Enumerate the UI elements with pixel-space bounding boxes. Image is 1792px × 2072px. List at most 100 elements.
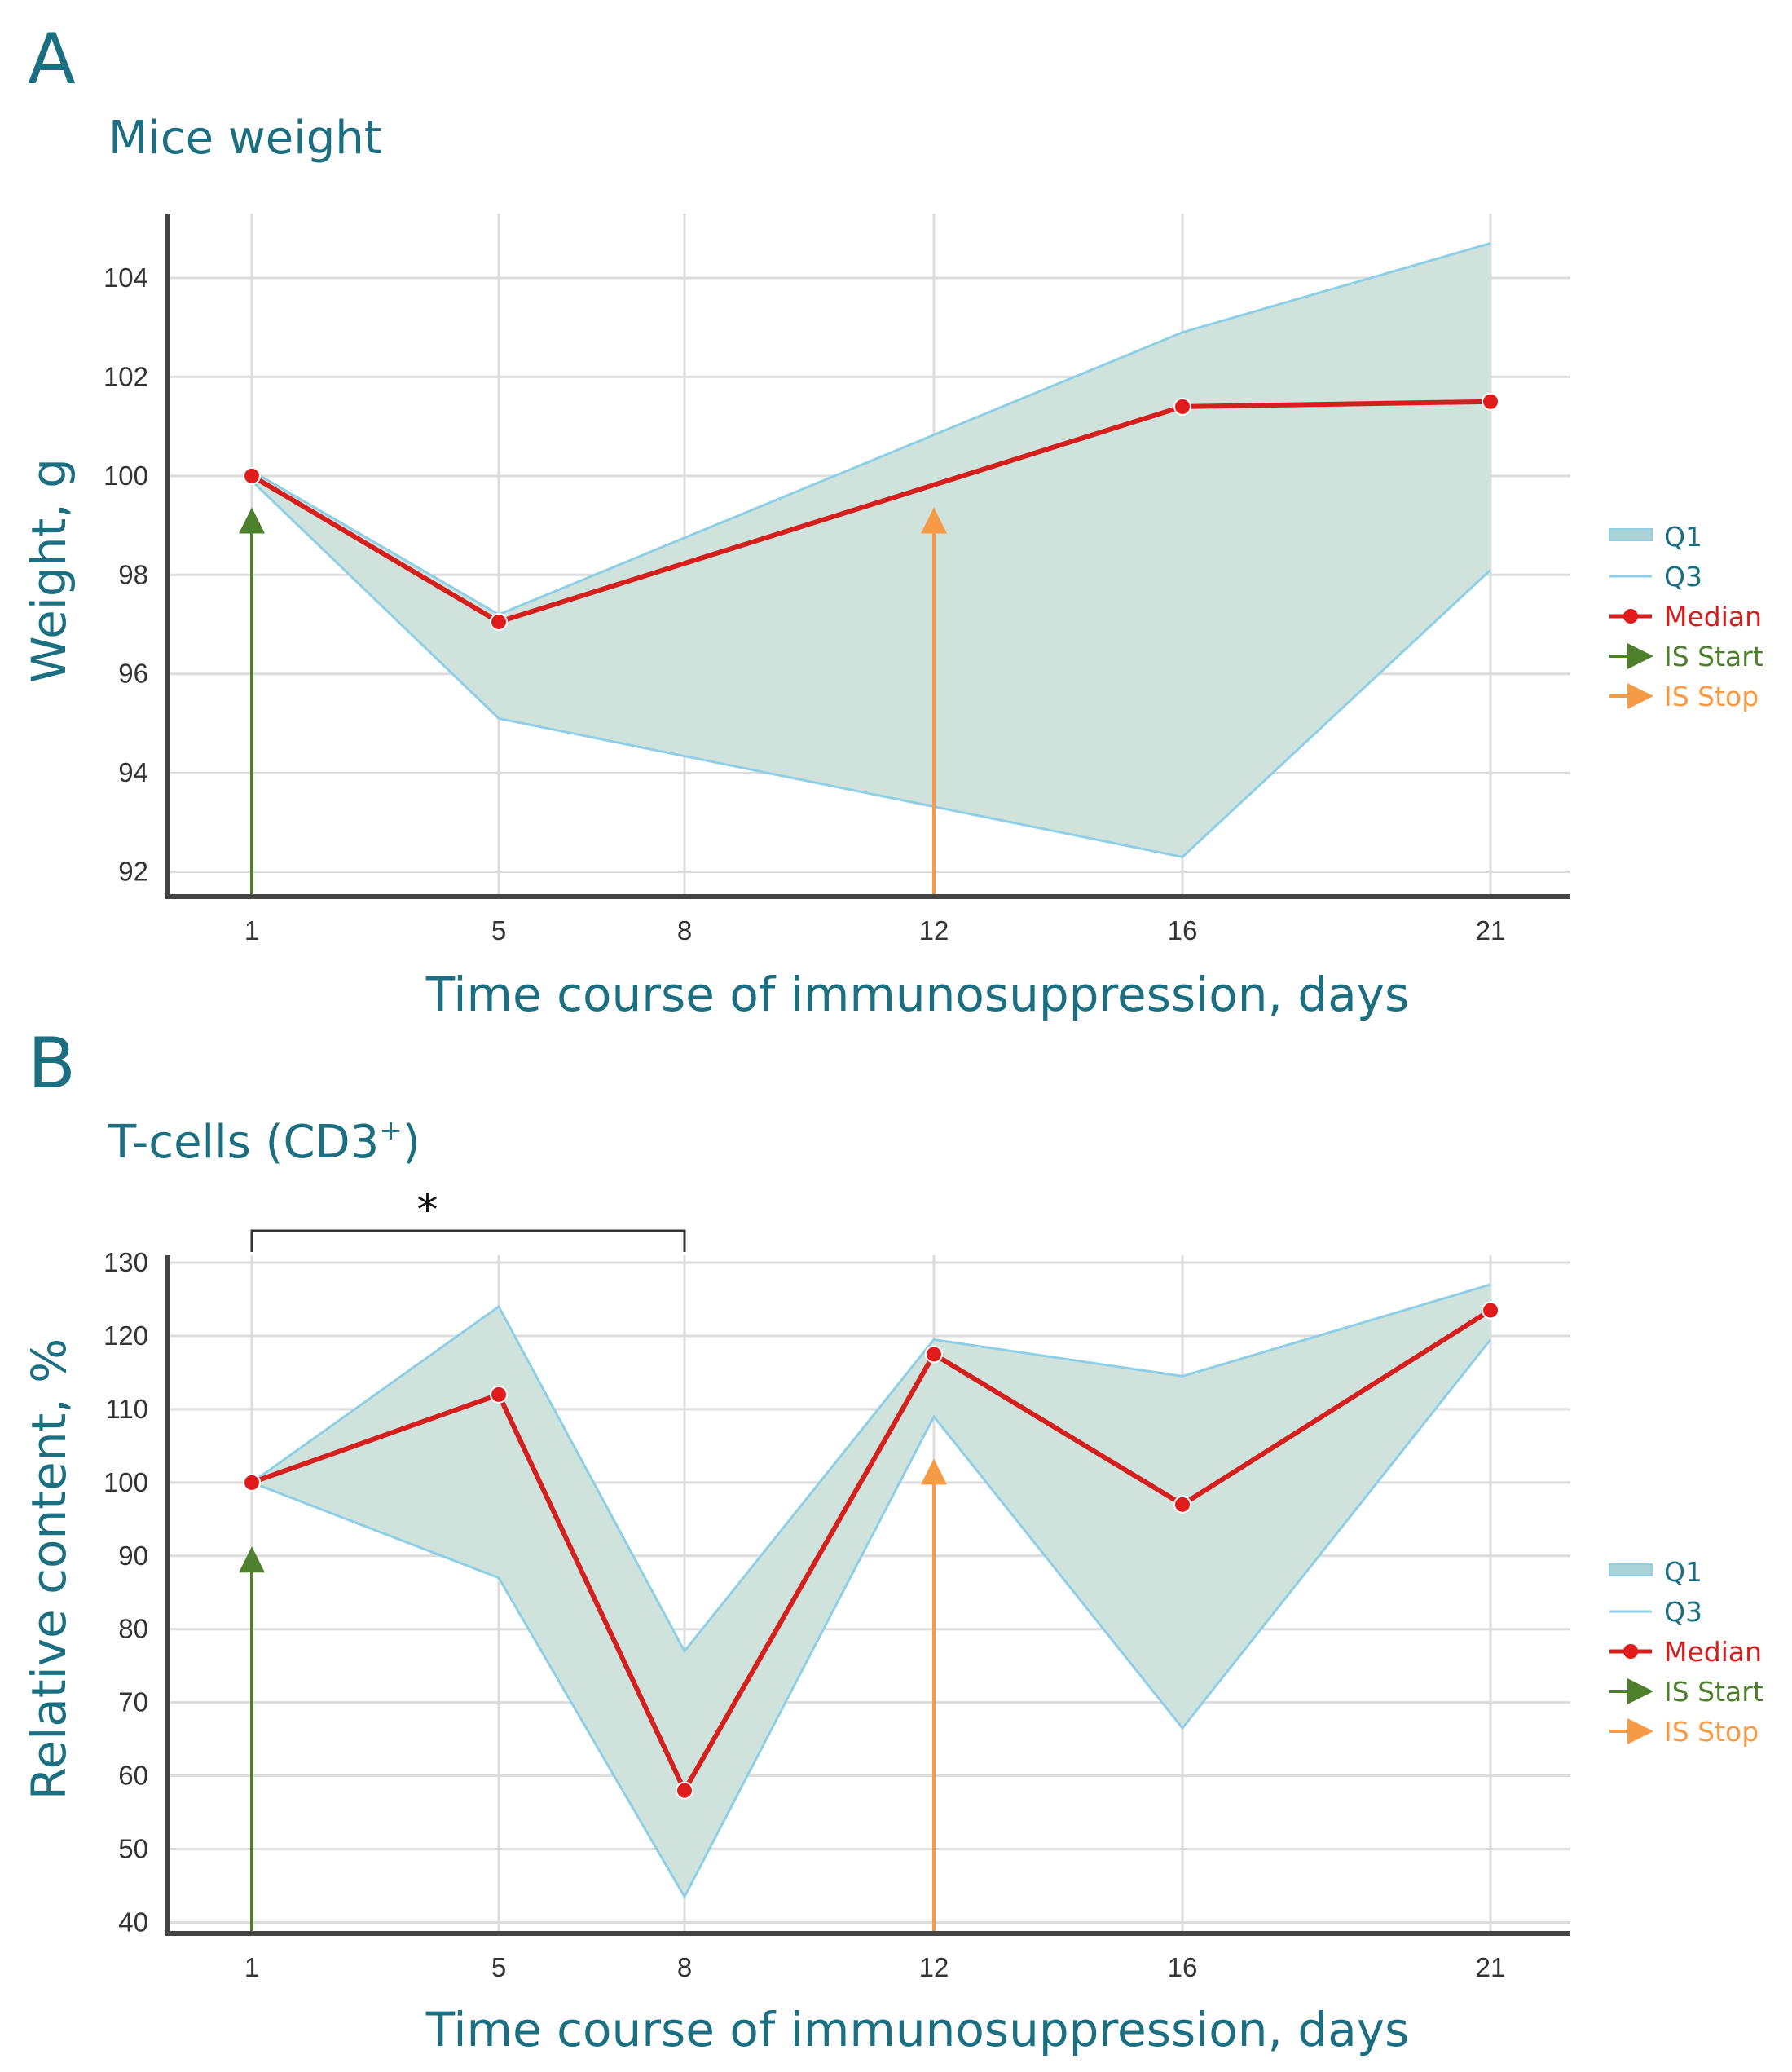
chart-title-main: T-cells (CD3 [108,1116,379,1169]
q3-line [251,1283,1491,1654]
legend-item-is-stop: IS Stop [1609,1716,1759,1748]
iqr-band [252,243,1490,857]
y-tick-label: 110 [105,1394,148,1424]
legend-item-q1: Q1 [1609,1556,1702,1588]
x-tick-label: 12 [919,1952,949,1982]
legend-label: Median [1664,601,1762,633]
median-point [925,1345,943,1364]
y-tick-label: 104 [103,262,148,293]
y-tick-label: 92 [118,857,148,887]
x-tick-label: 16 [1168,1952,1198,1982]
significance-bracket [250,1229,686,1252]
x-tick-label: 5 [491,1952,506,1982]
legend-swatch-median-dot [1623,609,1638,624]
significance-star: * [417,1186,438,1235]
y-tick-label: 94 [118,757,148,787]
legend-label: IS Start [1664,1676,1763,1708]
y-tick-label: 50 [118,1834,148,1864]
legend-label: IS Start [1664,641,1763,672]
y-tick-label: 100 [103,1467,148,1497]
median-point [676,1781,693,1800]
axes [165,214,1570,899]
y-tick-label: 90 [118,1541,148,1571]
median-point [243,1473,261,1492]
median-line [250,1307,1492,1793]
panel-a: A Mice weight Time course of immunosuppr… [21,19,1763,1022]
legend: Q1 Q3 Median IS Start IS Stop [1609,1556,1763,1748]
y-tick-label: 70 [118,1687,148,1717]
median-group [243,392,1499,631]
significance-annotation: * [250,1186,686,1252]
legend-swatch-q1 [1609,1563,1653,1576]
legend-label: Median [1664,1636,1762,1668]
legend-label: Q3 [1664,561,1702,593]
y-tick-label: 80 [118,1614,148,1644]
x-tick-label: 21 [1476,915,1506,946]
chart-title: Mice weight [108,112,382,165]
legend-item-q1: Q1 [1609,521,1702,553]
median-point [1173,1495,1191,1514]
arrow-group [239,507,947,897]
tick-labels: 92 94 96 98 100 102 104 1 5 8 12 16 21 [103,262,1505,946]
axes [165,1255,1570,1936]
legend-item-median: Median [1609,601,1762,633]
median-point [1482,1301,1499,1320]
legend-swatch-q1 [1609,528,1653,541]
legend: Q1 Q3 Median IS Start IS Stop [1609,521,1763,712]
x-tick-label: 5 [491,915,506,946]
median-group [243,1301,1499,1800]
legend-label: IS Stop [1664,681,1759,712]
y-tick-label: 40 [118,1907,148,1938]
chart-title: T-cells (CD3+) [108,1114,420,1169]
median-line [250,399,1491,624]
iqr-band-group [250,241,1492,859]
y-axis-title: Relative content, % [21,1338,77,1800]
x-axis-title: Time course of immunosuppression, days [425,967,1410,1022]
median-point [1482,392,1499,411]
median-point [490,612,508,631]
legend-label: Q1 [1664,521,1702,553]
iqr-band-group [251,1283,1492,1900]
q3-line [251,241,1491,616]
x-tick-label: 8 [677,1952,692,1982]
y-tick-label: 130 [103,1247,148,1277]
x-tick-label: 12 [919,915,949,946]
x-tick-label: 1 [244,1952,259,1982]
tick-labels: 40 50 60 70 80 90 100 110 120 130 1 5 8 12 16 21 [103,1247,1505,1982]
arrow-group [239,1458,947,1933]
legend-label: Q3 [1664,1596,1702,1628]
iqr-band [252,1284,1490,1898]
median-point [1173,397,1191,416]
x-tick-label: 16 [1168,915,1198,946]
y-axis-title: Weight, g [21,458,77,683]
q1-line [250,479,1492,859]
legend-item-is-start: IS Start [1609,1676,1763,1708]
panel-letter: B [28,1023,76,1104]
y-tick-label: 96 [118,659,148,689]
legend-item-q3: Q3 [1609,561,1702,593]
legend-label: Q1 [1664,1556,1702,1588]
y-tick-label: 120 [103,1320,148,1351]
y-tick-label: 98 [118,559,148,589]
legend-item-is-stop: IS Stop [1609,681,1759,712]
panel-b: B T-cells (CD3+) Time course of immunosu… [21,1023,1763,2057]
chart-title-superscript: + [379,1114,403,1147]
legend-item-is-start: IS Start [1609,641,1763,672]
x-tick-label: 21 [1476,1952,1506,1982]
median-point [243,466,261,485]
legend-swatch-median-dot [1623,1644,1638,1659]
x-tick-label: 8 [677,915,692,946]
panel-letter: A [28,19,76,100]
y-tick-label: 100 [103,461,148,491]
chart-title-end: ) [403,1116,420,1169]
x-axis-title: Time course of immunosuppression, days [425,2002,1410,2057]
q1-line [251,1338,1492,1900]
y-tick-label: 60 [118,1761,148,1791]
y-tick-label: 102 [103,361,148,391]
legend-item-median: Median [1609,1636,1762,1668]
legend-label: IS Stop [1664,1716,1759,1748]
x-tick-label: 1 [244,915,259,946]
legend-item-q3: Q3 [1609,1596,1702,1628]
median-point [490,1385,508,1404]
